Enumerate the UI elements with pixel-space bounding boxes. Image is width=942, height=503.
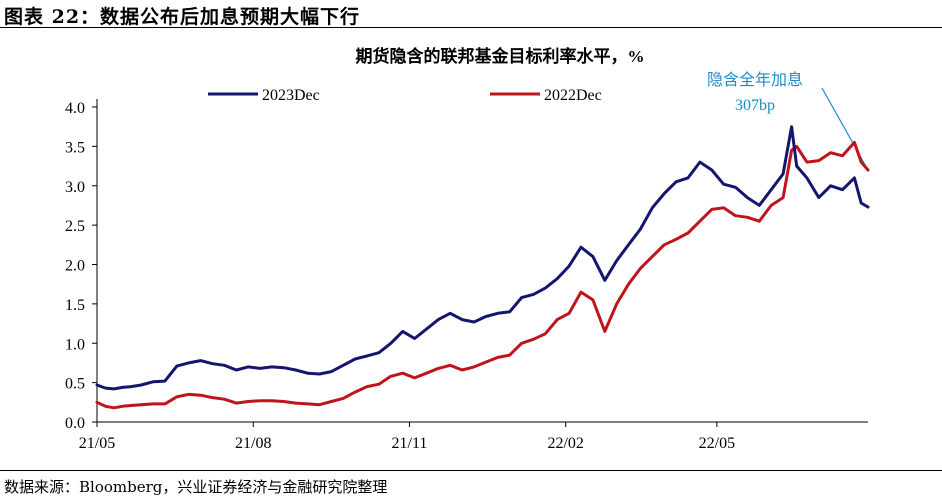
series-line-2023dec xyxy=(95,125,870,391)
annotation-text-line1: 隐含全年加息 xyxy=(707,71,803,89)
series-line-2022dec xyxy=(95,140,870,410)
plot-area xyxy=(95,125,870,410)
y-tick-label: 4.0 xyxy=(65,100,85,117)
x-tick-label: 21/05 xyxy=(79,435,115,452)
axes: 0.0 0.5 1.0 1.5 2.0 2.5 3.0 3.5 4.0 21/05 21/08 21/… xyxy=(65,99,868,452)
source-note: 数据来源：Bloomberg，兴业证券经济与金融研究院整理 xyxy=(4,478,388,496)
y-tick-label: 3.0 xyxy=(65,179,85,196)
x-tick-label: 21/08 xyxy=(235,435,271,452)
bottom-rule xyxy=(0,470,942,471)
y-tick-label: 1.0 xyxy=(65,336,85,353)
y-tick-label: 0.0 xyxy=(65,415,85,432)
legend-label-2023dec: 2023Dec xyxy=(262,87,320,104)
y-tick-label: 1.5 xyxy=(65,297,85,314)
x-tick-label: 22/05 xyxy=(699,435,735,452)
legend-label-2022dec: 2022Dec xyxy=(544,87,602,104)
x-tick-label: 22/02 xyxy=(547,435,583,452)
y-tick-label: 2.0 xyxy=(65,258,85,275)
y-tick-label: 3.5 xyxy=(65,139,85,156)
figure-title: 图表 22：数据公布后加息预期大幅下行 xyxy=(4,6,361,28)
y-tick-label: 2.5 xyxy=(65,218,85,235)
y-tick-label: 0.5 xyxy=(65,376,85,393)
chart-title: 期货隐含的联邦基金目标利率水平，% xyxy=(356,46,645,66)
top-rule xyxy=(0,27,942,28)
legend: 2023Dec 2022Dec xyxy=(208,87,602,104)
annotation: 隐含全年加息 307bp xyxy=(707,71,869,171)
annotation-text-line2: 307bp xyxy=(735,97,775,114)
x-tick-label: 21/11 xyxy=(392,435,428,452)
